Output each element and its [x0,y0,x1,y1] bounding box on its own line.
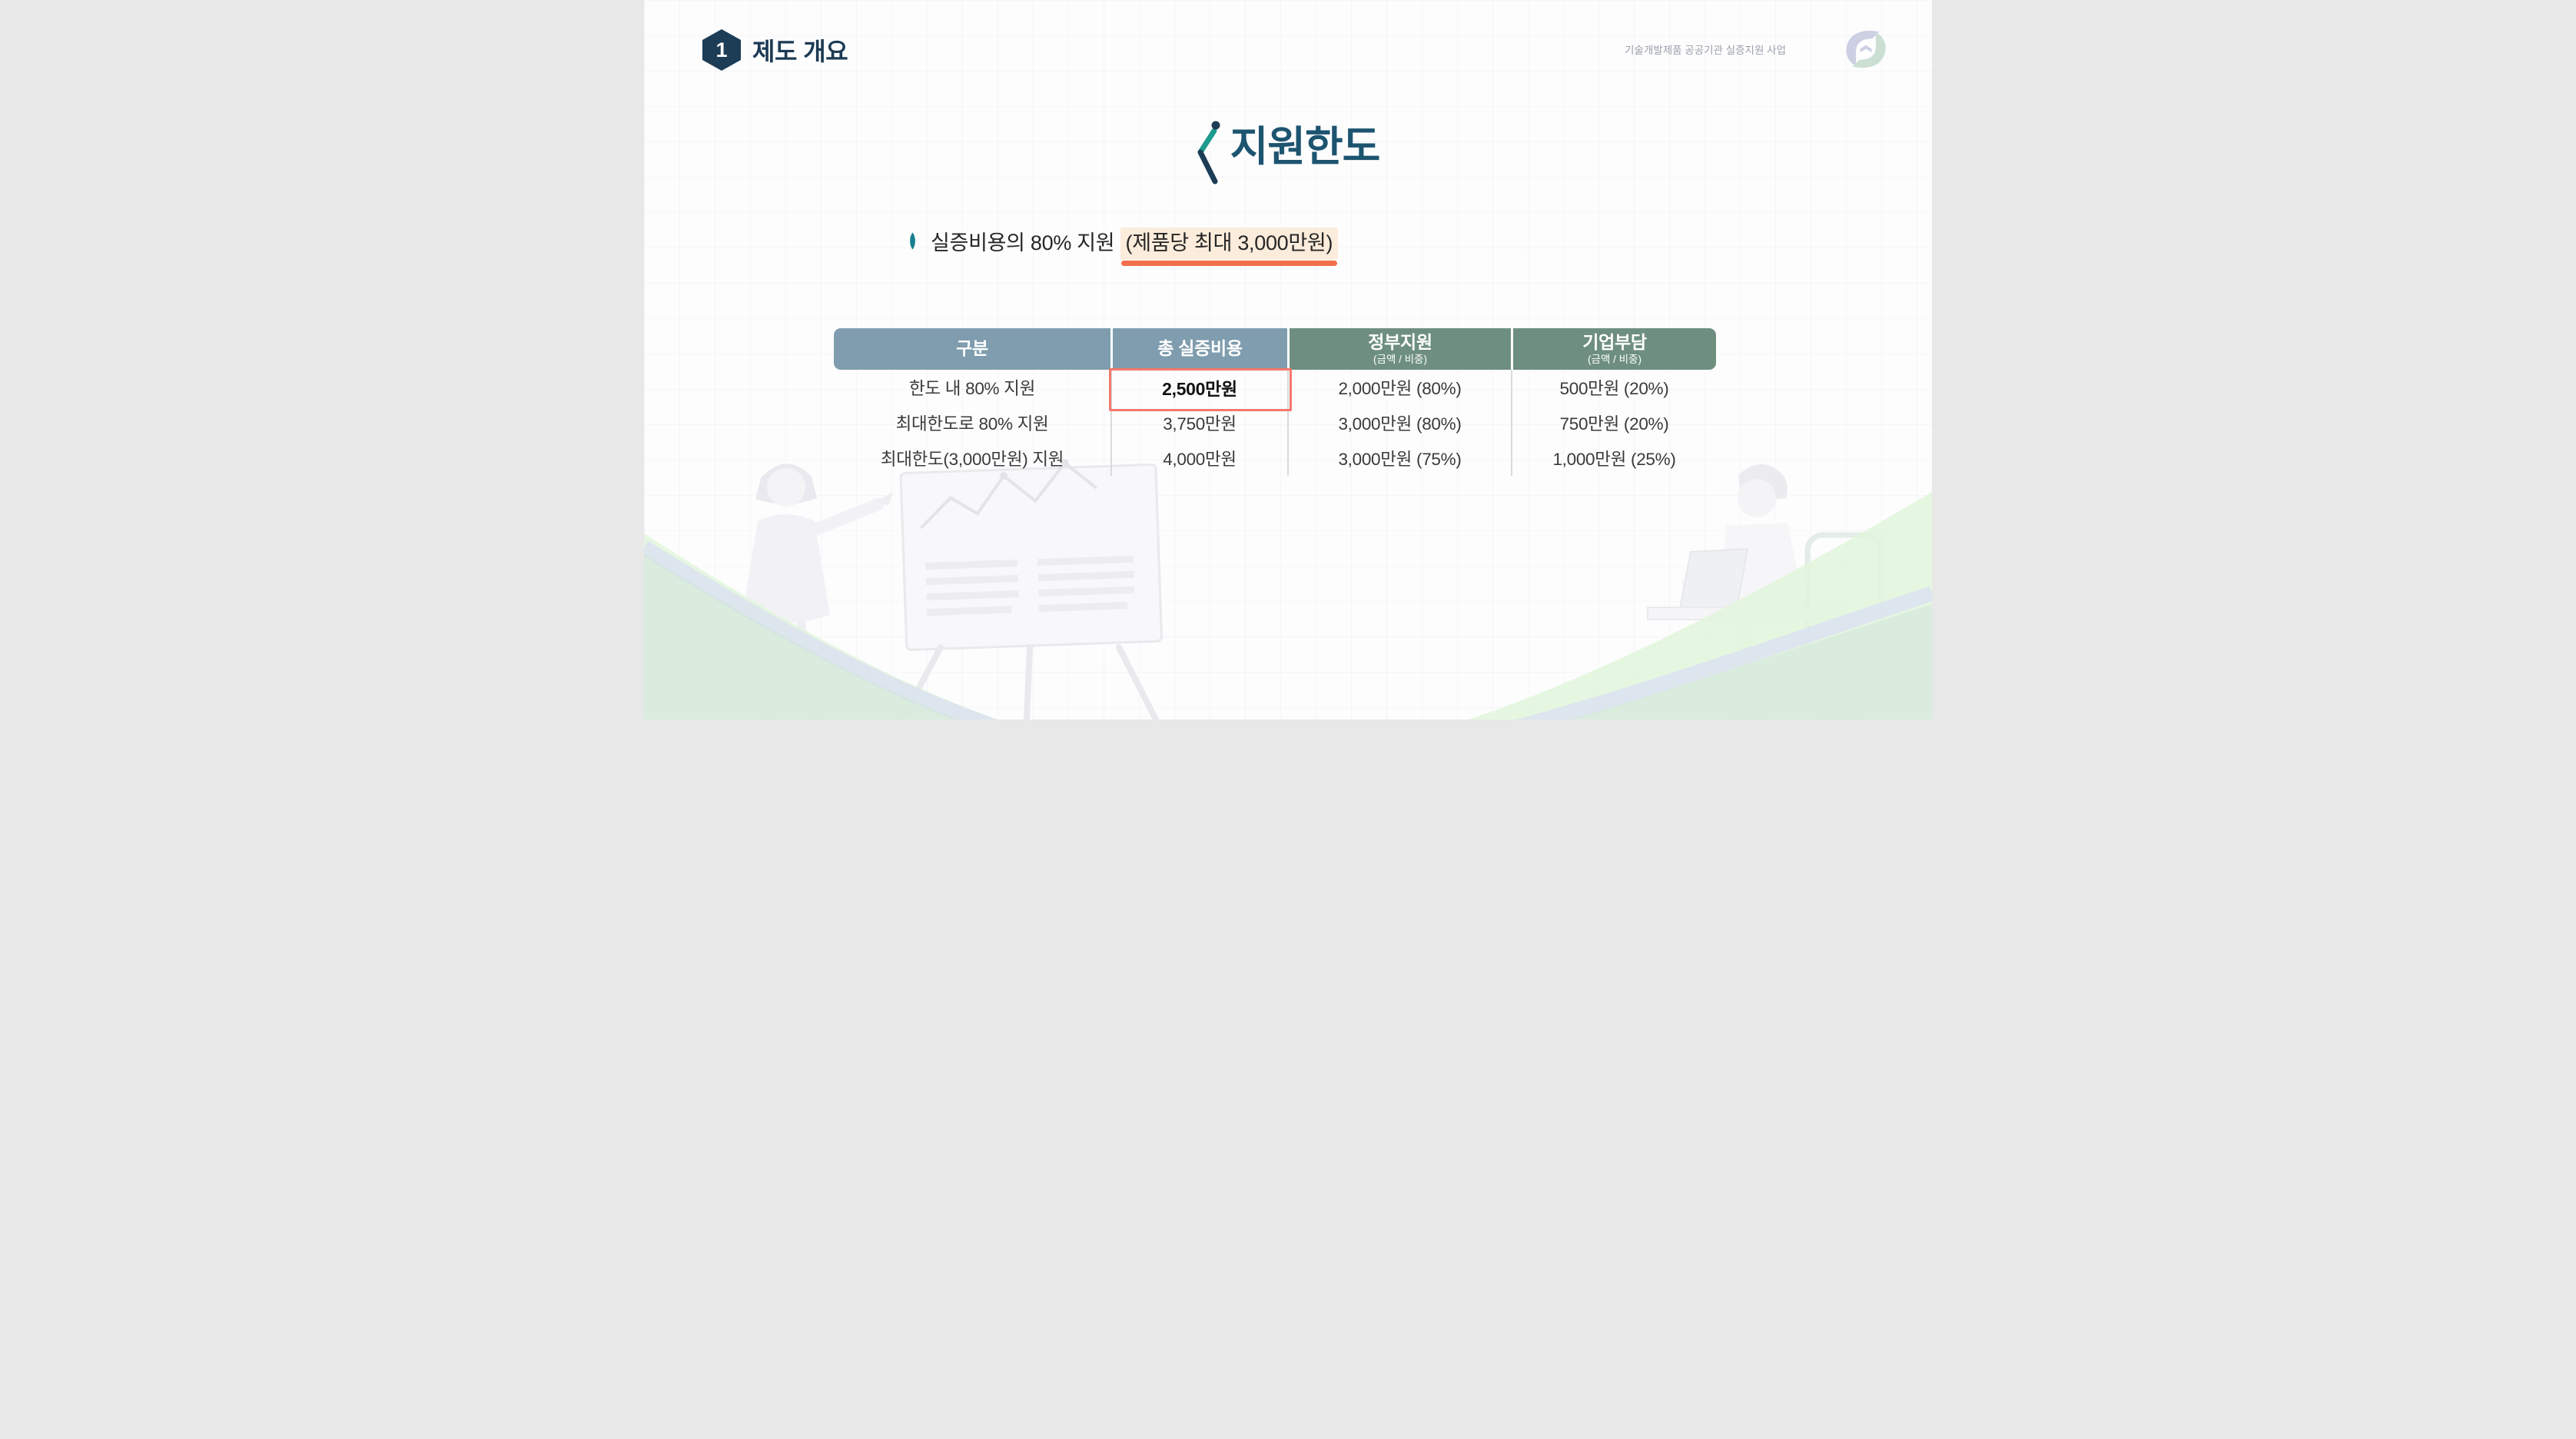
section-number: 1 [715,38,728,61]
key-point-text: 실증비용의 80% 지원 (제품당 최대 3,000만원) [931,226,1339,260]
table-cell: 4,000만원 [1110,440,1287,476]
key-point-highlight: (제품당 최대 3,000만원) [1120,228,1339,260]
table-cell: 3,000만원 (80%) [1287,405,1511,440]
section-number-badge: 1 [702,29,741,71]
key-point-prefix: 실증비용의 80% 지원 [931,231,1120,254]
table-cell: 750만원 (20%) [1511,405,1716,440]
program-label: 기술개발제품 공공기관 실증지원 사업 [1625,45,1786,56]
table-cell: 3,000만원 (75%) [1287,440,1511,476]
table-cell: 최대한도로 80% 지원 [895,414,1049,434]
table-cell: 2,000만원 (80%) [1287,370,1511,405]
column-header-sub: (금액 / 비중) [1588,353,1642,365]
table-cell: 한도 내 80% 지원 [909,379,1035,398]
column-header-label: 기업부담 [1582,332,1647,353]
support-limit-table: 구분 총 실증비용 정부지원 (금액 / 비중) 기업부담 (금액 / 비중) … [834,328,1716,476]
key-point: 실증비용의 80% 지원 (제품당 최대 3,000만원) [907,226,1339,260]
table-cell: 3,750만원 [1110,405,1287,440]
table-cell: 1,000만원 (25%) [1511,440,1716,476]
bullet-icon [910,232,915,250]
column-header-label: 총 실증비용 [1157,338,1243,359]
column-header: 기업부담 (금액 / 비중) [1511,328,1716,370]
page-title: 지원한도 [1230,124,1381,170]
section-header: 1 제도 개요 [702,29,848,71]
slide: 1 제도 개요 기술개발제품 공공기관 실증지원 사업 지원한도 실증비용의 8… [644,0,1932,720]
column-header: 정부지원 (금액 / 비중) [1287,328,1511,370]
column-header: 구분 [834,328,1110,370]
table-cell: 최대한도(3,000만원) 지원 [880,450,1064,469]
table-cell: 500만원 (20%) [1511,370,1716,405]
title-chevron-icon [1197,121,1220,184]
section-title: 제도 개요 [752,38,848,65]
table-cell-highlighted: 2,500만원 [1110,370,1287,405]
org-logo-icon [1846,30,1886,68]
column-header-sub: (금액 / 비중) [1373,353,1427,365]
column-header-label: 구분 [956,338,988,359]
column-header: 총 실증비용 [1110,328,1287,370]
title-block: 지원한도 [644,120,1932,186]
column-header-label: 정부지원 [1368,332,1432,353]
